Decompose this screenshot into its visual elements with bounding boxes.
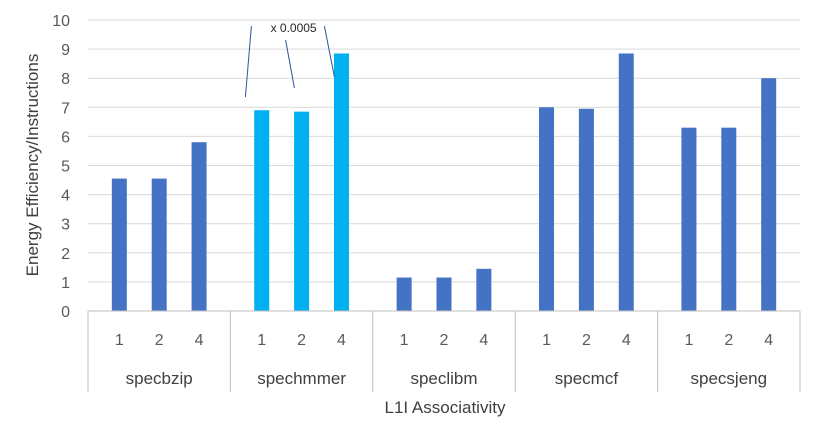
bar — [254, 110, 269, 311]
y-tick-label: 1 — [61, 275, 70, 292]
bar — [579, 109, 594, 311]
annotation-pointer — [245, 26, 251, 97]
x-tick-label: 1 — [400, 332, 409, 349]
y-tick-label: 10 — [52, 13, 70, 30]
y-tick-label: 3 — [61, 217, 70, 234]
x-tick-label: 1 — [115, 332, 124, 349]
bar — [619, 53, 634, 311]
annotation-label: x 0.0005 — [271, 21, 317, 35]
y-axis-title: Energy Efficiency/Instructions — [23, 54, 42, 277]
bar — [152, 179, 167, 311]
x-tick-label: 2 — [582, 332, 591, 349]
x-tick-label: 4 — [479, 332, 488, 349]
bar — [761, 78, 776, 311]
x-tick-label: 2 — [440, 332, 449, 349]
x-tick-label: 2 — [155, 332, 164, 349]
bar — [437, 278, 452, 311]
x-group-label: specsjeng — [691, 369, 768, 388]
bar — [476, 269, 491, 311]
x-tick-label: 4 — [195, 332, 204, 349]
bar — [397, 278, 412, 311]
y-tick-label: 2 — [61, 246, 70, 263]
bars — [112, 53, 776, 311]
annotation-pointer — [286, 40, 295, 88]
annotation-pointer — [324, 26, 334, 77]
y-tick-label: 7 — [61, 100, 70, 117]
x-axis-title: L1I Associativity — [385, 398, 506, 417]
x-tick-label: 2 — [724, 332, 733, 349]
x-axis: 1 2 4 specbzip 1 2 4 spechmmer 1 2 4 speclibm 1 2 4 spe… — [88, 311, 800, 392]
bar — [334, 53, 349, 311]
bar — [294, 112, 309, 311]
x-tick-label: 2 — [297, 332, 306, 349]
x-group-label: specbzip — [126, 369, 193, 388]
y-tick-label: 0 — [61, 304, 70, 321]
x-group-label: spechmmer — [257, 369, 346, 388]
bar — [112, 179, 127, 311]
annotation: x 0.0005 — [245, 21, 334, 97]
x-group-label: specmcf — [555, 369, 619, 388]
x-tick-label: 1 — [542, 332, 551, 349]
y-tick-label: 4 — [61, 188, 70, 205]
x-group-label: speclibm — [410, 369, 477, 388]
bar — [681, 128, 696, 311]
x-tick-label: 4 — [622, 332, 631, 349]
bar — [539, 107, 554, 311]
x-tick-label: 1 — [257, 332, 266, 349]
bar — [192, 142, 207, 311]
bar — [721, 128, 736, 311]
y-tick-label: 8 — [61, 71, 70, 88]
x-tick-label: 1 — [684, 332, 693, 349]
y-axis-ticks: 0 1 2 3 4 5 6 7 8 9 10 — [52, 13, 70, 321]
y-tick-label: 6 — [61, 129, 70, 146]
y-tick-label: 5 — [61, 159, 70, 176]
x-tick-label: 4 — [764, 332, 773, 349]
x-tick-label: 4 — [337, 332, 346, 349]
y-tick-label: 9 — [61, 42, 70, 59]
